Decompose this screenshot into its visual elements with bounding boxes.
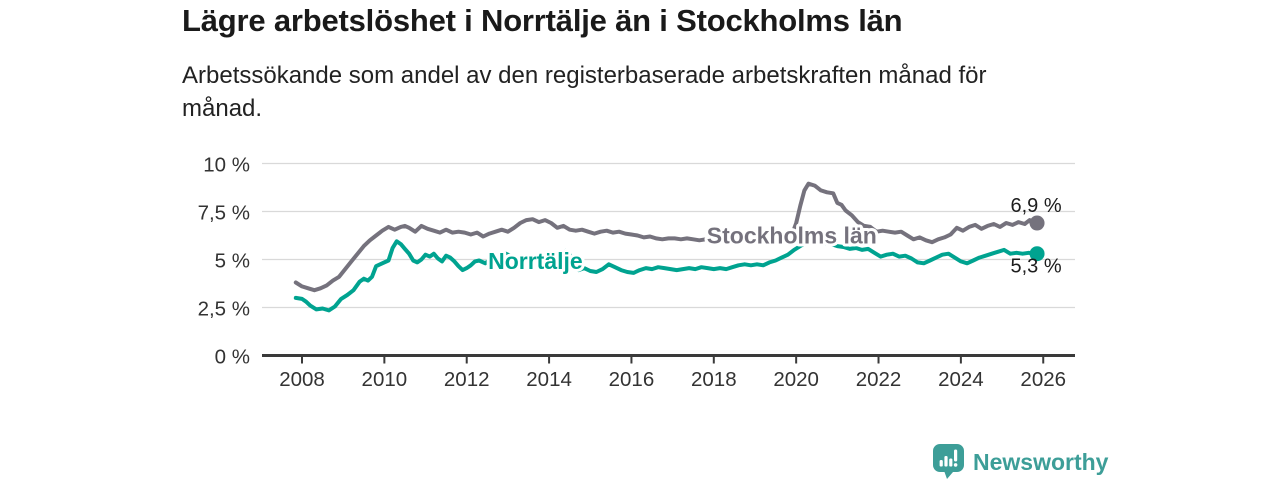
page-title: Lägre arbetslöshet i Norrtälje än i Stoc… bbox=[182, 3, 903, 38]
series-end-dot-norrt-lje bbox=[1029, 246, 1045, 262]
x-axis-tick-label: 2008 bbox=[279, 368, 325, 391]
y-axis-tick-label: 0 % bbox=[215, 346, 250, 369]
x-axis-tick-label: 2016 bbox=[609, 368, 655, 391]
series-inline-label-stockholms-l-n: Stockholms län bbox=[707, 222, 877, 248]
series-line-norrt-lje bbox=[293, 238, 1040, 313]
y-axis-tick-label: 10 % bbox=[203, 154, 250, 177]
y-axis-tick-label: 7,5 % bbox=[198, 202, 250, 225]
series-end-value-label-norrt-lje: 5,3 % bbox=[1010, 256, 1061, 278]
series-end-value-label-stockholms-l-n: 6,9 % bbox=[1010, 195, 1061, 217]
x-axis-tick-label: 2014 bbox=[526, 368, 572, 391]
y-axis-tick-label: 5 % bbox=[215, 250, 250, 273]
x-axis-tick-label: 2010 bbox=[362, 368, 408, 391]
series-inline-label-norrt-lje: Norrtälje bbox=[488, 248, 583, 274]
brand-name: Newsworthy bbox=[973, 448, 1109, 475]
x-axis-tick-label: 2026 bbox=[1020, 368, 1066, 391]
y-axis-tick-label: 2,5 % bbox=[198, 298, 250, 321]
x-axis-tick-label: 2024 bbox=[938, 368, 984, 391]
bar-chart-speech-bubble-icon bbox=[933, 444, 964, 479]
x-axis-tick-label: 2022 bbox=[856, 368, 902, 391]
series-line-stockholms-l-n bbox=[293, 181, 1040, 293]
x-axis-tick-label: 2012 bbox=[444, 368, 490, 391]
series-end-dot-stockholms-l-n bbox=[1029, 215, 1045, 231]
newsworthy-logo[interactable]: Newsworthy bbox=[933, 444, 1108, 479]
x-axis-tick-label: 2018 bbox=[691, 368, 737, 391]
chart-subtitle: Arbetssökande som andel av den registerb… bbox=[182, 62, 987, 122]
x-axis-tick-label: 2020 bbox=[773, 368, 819, 391]
